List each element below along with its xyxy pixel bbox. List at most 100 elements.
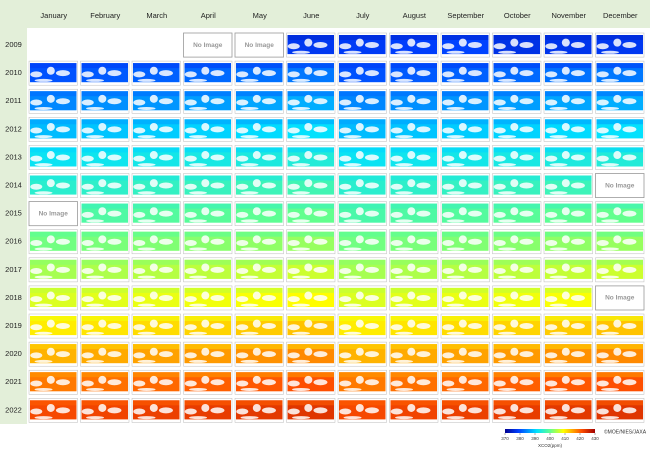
no-data-area: [201, 179, 210, 188]
map-band: [493, 400, 540, 406]
map-band: [81, 91, 128, 97]
no-data-area: [313, 98, 328, 105]
no-data-area: [570, 238, 585, 245]
no-image-box: [234, 32, 284, 58]
map-band: [493, 175, 540, 181]
no-data-area: [304, 38, 313, 47]
no-data-area: [184, 239, 197, 246]
no-data-area: [561, 66, 570, 75]
no-data-area: [407, 347, 416, 356]
no-data-area: [570, 126, 585, 133]
no-data-area: [339, 380, 352, 387]
no-data-area: [184, 183, 197, 190]
no-data-area: [313, 42, 328, 49]
no-data-area: [519, 379, 534, 386]
no-data-area: [98, 263, 107, 272]
no-data-area: [549, 275, 568, 279]
no-data-area: [498, 331, 517, 335]
no-data-area: [364, 351, 379, 358]
no-data-area: [343, 275, 362, 279]
no-data-area: [601, 331, 620, 335]
no-data-area: [149, 375, 158, 384]
no-data-area: [292, 135, 311, 139]
no-data-area: [201, 94, 210, 103]
no-data-area: [252, 319, 261, 328]
map-thumbnail: [389, 32, 439, 58]
no-data-area: [549, 387, 568, 391]
no-data-area: [55, 407, 70, 414]
map-thumbnail: [131, 117, 181, 142]
no-data-area: [458, 207, 467, 216]
no-data-area: [252, 122, 261, 131]
no-data-area: [601, 275, 620, 279]
map-band: [184, 203, 231, 209]
no-data-area: [292, 331, 311, 335]
no-data-area: [137, 78, 156, 82]
no-data-area: [364, 182, 379, 189]
no-data-area: [622, 210, 637, 217]
no-data-area: [570, 154, 585, 161]
no-data-area: [467, 98, 482, 105]
map-thumbnail: [543, 285, 593, 311]
no-data-area: [549, 416, 568, 420]
no-data-area: [149, 403, 158, 412]
no-data-area: [34, 135, 53, 139]
map-band: [133, 203, 180, 209]
no-data-area: [355, 151, 364, 160]
no-data-area: [292, 359, 311, 363]
no-data-area: [240, 163, 259, 167]
map-band: [236, 91, 283, 97]
map-thumbnail: [543, 398, 593, 423]
no-data-area: [493, 296, 506, 303]
no-data-area: [304, 291, 313, 300]
no-data-area: [240, 331, 259, 335]
no-data-area: [313, 407, 328, 414]
no-data-area: [261, 210, 276, 217]
map-band: [596, 119, 643, 125]
no-data-area: [86, 275, 105, 279]
no-data-area: [549, 78, 568, 82]
no-data-area: [261, 154, 276, 161]
map-thumbnail: [183, 313, 233, 339]
map-band: [493, 119, 540, 125]
map-thumbnail: [337, 145, 387, 170]
no-data-area: [458, 291, 467, 300]
no-data-area: [86, 331, 105, 335]
no-data-area: [98, 179, 107, 188]
map-band: [133, 91, 180, 97]
map-band: [81, 203, 128, 209]
no-data-area: [442, 239, 455, 246]
no-data-area: [519, 407, 534, 414]
no-data-area: [446, 275, 465, 279]
map-thumbnail: [492, 88, 542, 114]
map-thumbnail: [286, 32, 336, 58]
no-data-area: [467, 351, 482, 358]
map-thumbnail: [131, 398, 181, 423]
map-band: [30, 175, 77, 181]
map-band: [545, 344, 592, 350]
no-data-area: [240, 106, 259, 110]
no-data-area: [158, 182, 173, 189]
map-thumbnail: [286, 369, 336, 395]
map-band: [81, 119, 128, 125]
map-thumbnail: [595, 145, 645, 170]
no-data-area: [292, 303, 311, 307]
year-band: [0, 28, 27, 424]
no-data-area: [339, 268, 352, 275]
no-data-area: [149, 94, 158, 103]
map-band: [287, 231, 334, 237]
no-data-area: [442, 380, 455, 387]
no-data-area: [519, 323, 534, 330]
no-data-area: [364, 294, 379, 301]
no-data-area: [596, 155, 609, 162]
no-data-area: [107, 379, 122, 386]
no-data-area: [343, 106, 362, 110]
no-data-area: [304, 207, 313, 216]
map-band: [184, 400, 231, 406]
no-data-area: [545, 239, 558, 246]
no-data-area: [407, 122, 416, 131]
no-data-area: [287, 268, 300, 275]
no-data-area: [622, 70, 637, 77]
no-data-area: [364, 238, 379, 245]
no-data-area: [343, 387, 362, 391]
